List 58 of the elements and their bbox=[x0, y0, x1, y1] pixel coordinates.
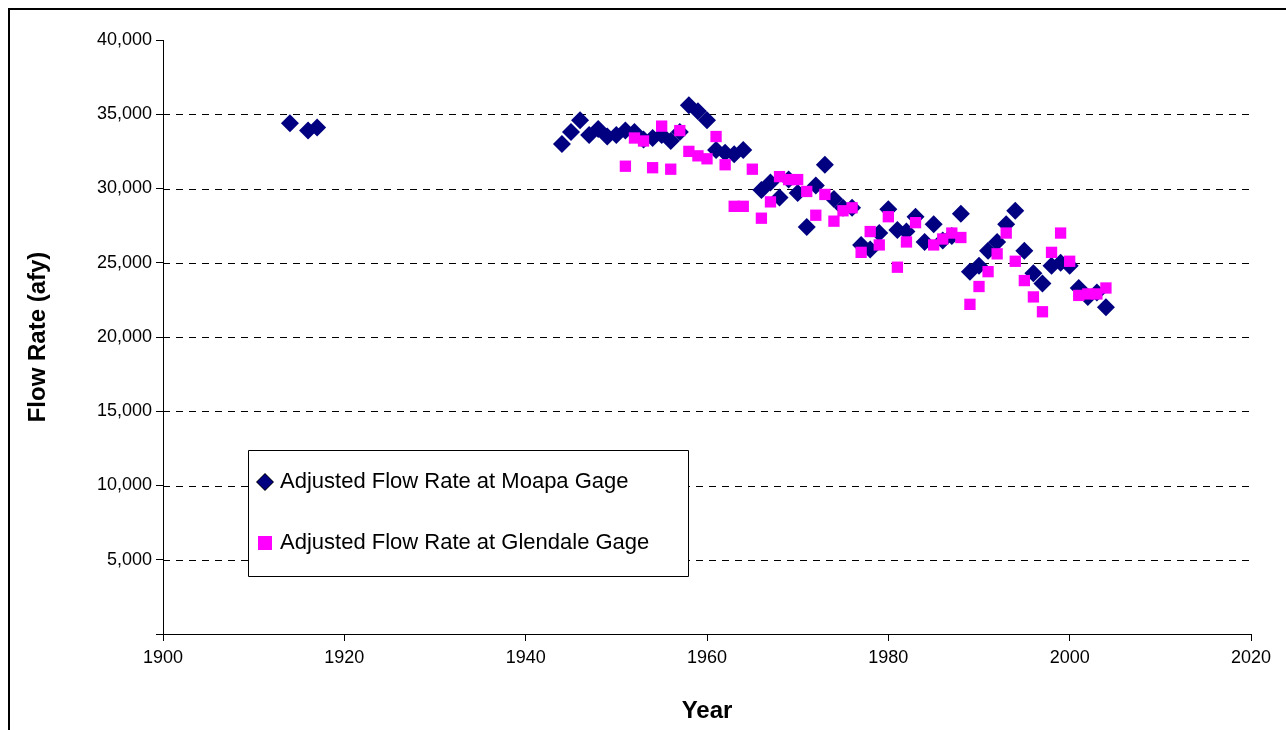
point bbox=[855, 246, 867, 259]
point bbox=[746, 163, 758, 175]
point bbox=[991, 248, 1003, 260]
point bbox=[755, 212, 768, 224]
x-tick-label: 1900 bbox=[142, 646, 184, 667]
point bbox=[1027, 291, 1040, 303]
point bbox=[792, 173, 804, 186]
point bbox=[801, 185, 813, 198]
point bbox=[1064, 255, 1076, 267]
point bbox=[764, 196, 777, 208]
y-tick-label: 15,000 bbox=[96, 400, 152, 421]
point bbox=[1036, 306, 1049, 318]
point bbox=[619, 160, 632, 172]
point bbox=[928, 239, 940, 251]
point bbox=[828, 215, 840, 227]
y-axis-title: Flow Rate (afy) bbox=[23, 251, 51, 423]
point bbox=[637, 135, 650, 147]
point bbox=[656, 120, 668, 132]
point bbox=[982, 266, 994, 278]
point bbox=[900, 236, 913, 248]
point bbox=[737, 200, 749, 212]
x-tick-label: 2020 bbox=[1230, 646, 1272, 667]
x-tick-label: 1960 bbox=[686, 646, 728, 667]
y-tick-label: 10,000 bbox=[96, 474, 152, 495]
point bbox=[665, 163, 677, 175]
point bbox=[819, 188, 831, 201]
x-tick-label: 1920 bbox=[324, 646, 365, 667]
point bbox=[1018, 274, 1030, 287]
point bbox=[909, 217, 922, 229]
x-tick-label: 1980 bbox=[868, 646, 909, 667]
point bbox=[882, 211, 894, 223]
x-tick-label: 2000 bbox=[1049, 646, 1090, 667]
legend-label: Adjusted Flow Rate at Moapa Gage bbox=[280, 468, 629, 494]
point bbox=[973, 280, 985, 293]
y-tick-label: 25,000 bbox=[96, 251, 152, 272]
point bbox=[701, 153, 713, 165]
point bbox=[1000, 227, 1012, 239]
x-tick-label: 1940 bbox=[505, 646, 546, 667]
y-tick-label: 5,000 bbox=[106, 548, 152, 569]
y-tick-label: 40,000 bbox=[96, 28, 152, 49]
point bbox=[710, 130, 722, 143]
point bbox=[955, 231, 967, 244]
point bbox=[1045, 246, 1058, 259]
point bbox=[646, 162, 659, 174]
y-tick-label: 20,000 bbox=[96, 325, 152, 346]
point bbox=[1054, 227, 1067, 239]
point bbox=[864, 225, 876, 238]
y-tick-label: 35,000 bbox=[96, 103, 152, 124]
point bbox=[810, 209, 822, 221]
point bbox=[873, 239, 885, 251]
point bbox=[1100, 282, 1112, 294]
point bbox=[719, 159, 731, 171]
y-tick-label: 30,000 bbox=[96, 177, 152, 198]
point bbox=[964, 298, 976, 310]
point bbox=[1009, 255, 1021, 267]
x-axis-title: Year bbox=[681, 696, 733, 724]
legend-label: Adjusted Flow Rate at Glendale Gage bbox=[280, 529, 650, 555]
point bbox=[891, 261, 904, 273]
